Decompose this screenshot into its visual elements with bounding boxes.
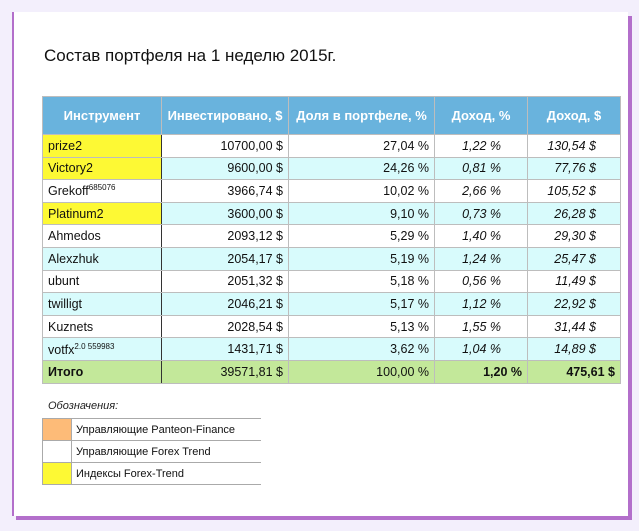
- invested-cell: 2046,21 $: [161, 292, 289, 316]
- income-usd-cell: 11,49 $: [527, 269, 621, 294]
- income-pct-cell: 1,04 %: [434, 337, 528, 361]
- table-header: Инструмент Инвестировано, $ Доля в портф…: [42, 96, 621, 135]
- total-row: Итого 39571,81 $ 100,00 % 1,20 % 475,61 …: [42, 359, 621, 384]
- instrument-name: ubunt: [48, 274, 80, 289]
- instrument-sup: 685076: [88, 183, 116, 193]
- table-row: Ahmedos 2093,12 $ 5,29 % 1,40 % 29,30 $: [42, 224, 621, 248]
- income-usd-cell: 77,76 $: [527, 156, 621, 181]
- table-row: votfx2.0 559983 1431,71 $ 3,62 % 1,04 % …: [42, 337, 621, 361]
- income-usd-cell: 25,47 $: [527, 246, 621, 271]
- income-pct-cell: 1,55 %: [434, 314, 528, 339]
- legend-swatch: [42, 418, 72, 441]
- invested-cell: 10700,00 $: [161, 134, 289, 158]
- instrument-name: Grekoff: [48, 184, 89, 199]
- income-pct-cell: 0,56 %: [434, 269, 528, 294]
- invested-cell: 2028,54 $: [161, 314, 289, 339]
- invested-cell: 2054,17 $: [161, 246, 289, 271]
- instrument-name: votfx: [48, 342, 75, 357]
- income-pct-cell: 2,66 %: [434, 179, 528, 203]
- legend-label: Индексы Forex-Trend: [71, 462, 261, 485]
- share-cell: 5,29 %: [288, 224, 435, 248]
- legend: Управляющие Panteon-Finance Управляющие F…: [42, 418, 261, 485]
- legend-item: Управляющие Panteon-Finance: [42, 418, 261, 441]
- page-title: Состав портфеля на 1 неделю 2015г.: [44, 46, 337, 65]
- instrument-cell: Kuznets: [42, 314, 162, 339]
- legend-item: Управляющие Forex Trend: [42, 440, 261, 463]
- legend-label: Управляющие Forex Trend: [71, 440, 261, 463]
- income-usd-cell: 14,89 $: [527, 337, 621, 361]
- legend-swatch: [42, 462, 72, 485]
- income-pct-cell: 1,24 %: [434, 246, 528, 271]
- header-instrument: Инструмент: [42, 96, 162, 135]
- income-usd-cell: 29,30 $: [527, 224, 621, 248]
- income-usd-cell: 26,28 $: [527, 201, 621, 226]
- header-invested: Инвестировано, $: [161, 96, 289, 135]
- income-usd-cell: 130,54 $: [527, 134, 621, 158]
- page: Состав портфеля на 1 неделю 2015г. Инстр…: [12, 12, 628, 516]
- invested-cell: 9600,00 $: [161, 156, 289, 181]
- table-row: twilligt 2046,21 $ 5,17 % 1,12 % 22,92 $: [42, 292, 621, 316]
- instrument-cell: votfx2.0 559983: [42, 337, 162, 361]
- table-row: Victory2 9600,00 $ 24,26 % 0,81 % 77,76 …: [42, 156, 621, 181]
- invested-cell: 2051,32 $: [161, 269, 289, 294]
- table-row: Kuznets 2028,54 $ 5,13 % 1,55 % 31,44 $: [42, 314, 621, 339]
- total-income-usd: 475,61 $: [527, 359, 621, 384]
- total-invested: 39571,81 $: [161, 359, 289, 384]
- income-pct-cell: 1,12 %: [434, 292, 528, 316]
- table-row: ubunt 2051,32 $ 5,18 % 0,56 % 11,49 $: [42, 269, 621, 294]
- instrument-sup: 2.0 559983: [74, 341, 115, 351]
- table-row: Alexzhuk 2054,17 $ 5,19 % 1,24 % 25,47 $: [42, 246, 621, 271]
- total-income-pct: 1,20 %: [434, 359, 528, 384]
- header-share: Доля в портфеле, %: [288, 96, 435, 135]
- income-pct-cell: 0,81 %: [434, 156, 528, 181]
- share-cell: 3,62 %: [288, 337, 435, 361]
- share-cell: 9,10 %: [288, 201, 435, 226]
- legend-label: Управляющие Panteon-Finance: [71, 418, 261, 441]
- invested-cell: 3966,74 $: [161, 179, 289, 203]
- table-row: Grekoff685076 3966,74 $ 10,02 % 2,66 % 1…: [42, 179, 621, 203]
- legend-item: Индексы Forex-Trend: [42, 462, 261, 485]
- instrument-cell: Victory2: [42, 156, 162, 181]
- share-cell: 5,17 %: [288, 292, 435, 316]
- share-cell: 10,02 %: [288, 179, 435, 203]
- instrument-cell: Grekoff685076: [42, 179, 162, 203]
- income-usd-cell: 22,92 $: [527, 292, 621, 316]
- header-income-usd: Доход, $: [527, 96, 621, 135]
- invested-cell: 3600,00 $: [161, 201, 289, 226]
- share-cell: 27,04 %: [288, 134, 435, 158]
- instrument-cell: twilligt: [42, 292, 162, 316]
- instrument-name: Victory2: [48, 161, 93, 176]
- instrument-cell: Platinum2: [42, 201, 162, 226]
- instrument-name: Ahmedos: [48, 229, 101, 244]
- instrument-cell: ubunt: [42, 269, 162, 294]
- portfolio-table: Инструмент Инвестировано, $ Доля в портф…: [42, 96, 621, 384]
- invested-cell: 2093,12 $: [161, 224, 289, 248]
- share-cell: 5,18 %: [288, 269, 435, 294]
- instrument-name: Platinum2: [48, 206, 104, 221]
- income-pct-cell: 1,22 %: [434, 134, 528, 158]
- instrument-name: prize2: [48, 138, 83, 153]
- total-share: 100,00 %: [288, 359, 435, 384]
- instrument-name: Alexzhuk: [48, 251, 99, 266]
- legend-swatch: [42, 440, 72, 463]
- instrument-cell: Alexzhuk: [42, 246, 162, 271]
- instrument-name: twilligt: [48, 296, 83, 311]
- share-cell: 24,26 %: [288, 156, 435, 181]
- table-row: Platinum2 3600,00 $ 9,10 % 0,73 % 26,28 …: [42, 201, 621, 226]
- income-pct-cell: 1,40 %: [434, 224, 528, 248]
- income-pct-cell: 0,73 %: [434, 201, 528, 226]
- invested-cell: 1431,71 $: [161, 337, 289, 361]
- share-cell: 5,13 %: [288, 314, 435, 339]
- income-usd-cell: 31,44 $: [527, 314, 621, 339]
- instrument-cell: prize2: [42, 134, 162, 158]
- header-income-pct: Доход, %: [434, 96, 528, 135]
- table-row: prize2 10700,00 $ 27,04 % 1,22 % 130,54 …: [42, 134, 621, 158]
- instrument-cell: Ahmedos: [42, 224, 162, 248]
- legend-title: Обозначения:: [48, 400, 119, 412]
- total-label: Итого: [42, 359, 162, 384]
- instrument-name: Kuznets: [48, 319, 94, 334]
- share-cell: 5,19 %: [288, 246, 435, 271]
- income-usd-cell: 105,52 $: [527, 179, 621, 203]
